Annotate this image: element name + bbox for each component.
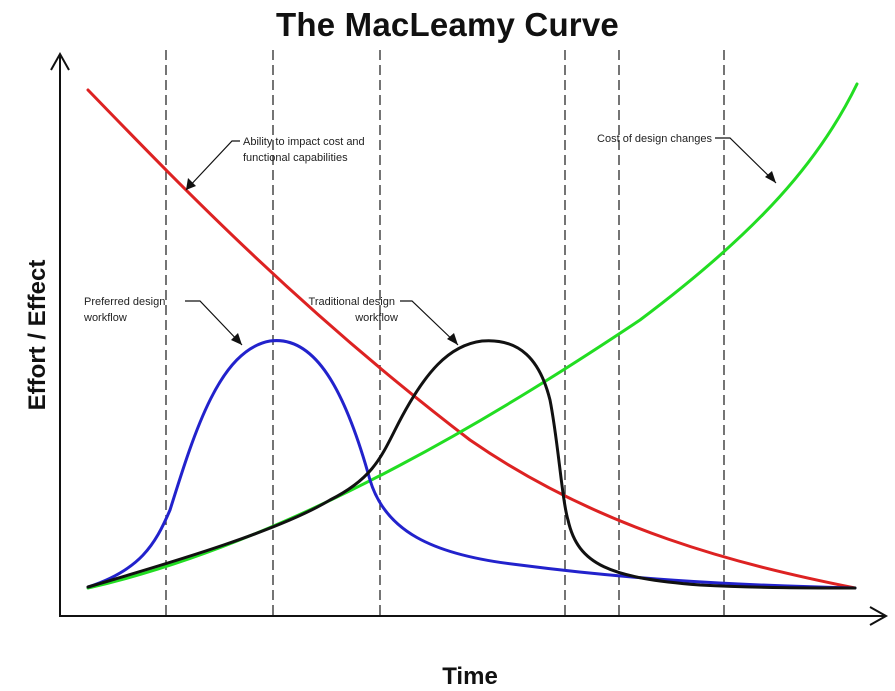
axes [50, 51, 889, 626]
traditional-annotation-line-1: Traditional design [309, 296, 395, 308]
cost-annotation: Cost of design changes [597, 133, 712, 145]
preferred-workflow-curve [86, 339, 857, 590]
traditional-workflow-curve [86, 339, 857, 590]
preferred-annotation: Preferred design workflow [83, 296, 168, 324]
x-axis-label: Time [442, 663, 498, 690]
preferred-annotation-line-1: Preferred design [84, 296, 165, 308]
traditional-annotation-line-2: workflow [354, 312, 398, 324]
preferred-annotation-line-2: workflow [83, 312, 127, 324]
ability-annotation-line-1: Ability to impact cost and [243, 136, 365, 148]
curves [86, 82, 859, 590]
y-axis-arrowhead [50, 51, 70, 71]
annotation-pointers [185, 137, 777, 346]
ability-annotation: Ability to impact cost and functional ca… [243, 136, 368, 164]
ability-pointer [185, 140, 240, 191]
cost-pointer-arrowhead [765, 171, 776, 183]
y-axis-label: Effort / Effect [24, 260, 51, 411]
ability-annotation-line-2: functional capabilities [243, 152, 348, 164]
x-axis-arrowhead [869, 606, 889, 626]
ability-curve [86, 88, 857, 590]
cost-curve [86, 82, 859, 590]
preferred-pointer [185, 300, 243, 346]
ability-pointer-arrowhead [186, 178, 196, 190]
annotations: Ability to impact cost and functional ca… [83, 133, 712, 324]
traditional-pointer-arrowhead [447, 333, 458, 345]
traditional-pointer [400, 300, 459, 346]
preferred-pointer-arrowhead [231, 333, 242, 345]
cost-pointer [715, 137, 777, 184]
diagram-title: The MacLeamy Curve [276, 6, 619, 43]
cost-annotation-line-1: Cost of design changes [597, 133, 712, 145]
traditional-annotation: Traditional design workflow [309, 296, 399, 324]
